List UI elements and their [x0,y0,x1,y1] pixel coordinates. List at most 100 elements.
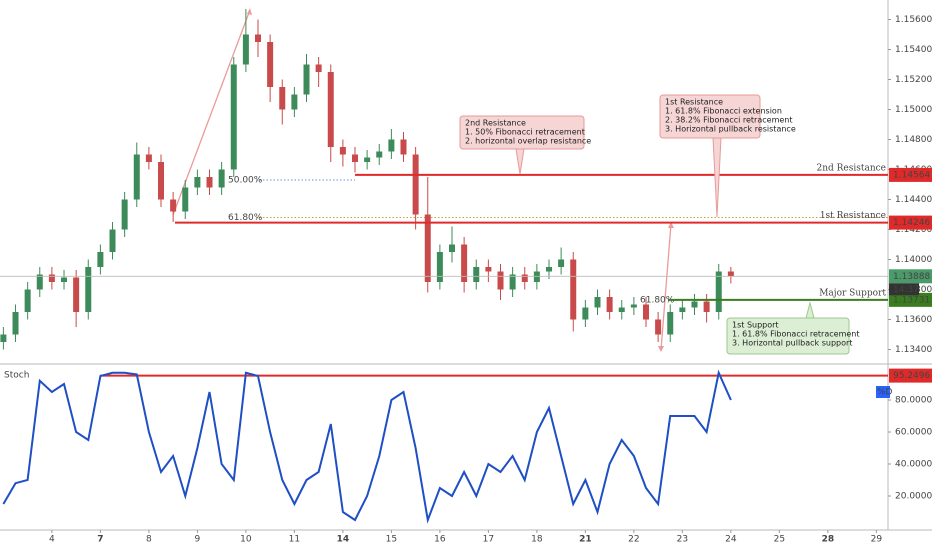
annotation-text: 1. 61.8% Fibonacci retracement [732,330,860,339]
candle-body [679,307,686,312]
fib-extension-leg [172,9,251,216]
annotation-text: 1st Support [732,321,779,330]
x-tick-label: 15 [386,535,397,545]
candle-body [170,199,177,212]
candle-body [255,34,262,42]
candle-body [61,277,68,282]
x-tick-label: 25 [774,535,785,545]
candle-body [473,267,480,282]
candle-body [449,244,456,252]
x-tick-label: 22 [628,535,639,545]
x-tick-label: 4 [49,535,55,545]
candle-body [206,177,213,188]
x-tick-label: 8 [146,535,152,545]
candle-body [0,334,7,342]
annotation-text: 3. Horizontal pullback support [732,339,852,348]
candle-body [303,64,310,95]
candle-body [12,312,19,335]
candle-body [618,307,625,312]
badge-box [876,386,890,398]
annotation-text: 1st Resistance [665,98,723,107]
level-price-box [889,292,932,307]
fib-label: 50.00% [228,176,263,186]
candle-body [594,297,601,308]
stoch-line [2,369,732,524]
last-price-box [889,269,932,284]
annotation-box [659,94,761,139]
level-price: 1.14246 [893,218,930,228]
y-tick-label: 1.15200 [895,75,932,85]
x-tick-label: 7 [97,535,103,545]
annotation-text: 2. horizontal overlap resistance [465,137,591,146]
candle-body [630,304,637,308]
candle-body [339,147,346,155]
candle-body [36,274,43,290]
annotation-box [459,115,585,150]
annotation-text: 2. 38.2% Fibonacci retracement [665,116,793,125]
level-price: 1.13731 [893,295,930,305]
candle-body [194,177,201,188]
level-price: 1.14564 [893,170,930,180]
level-price-box [889,167,932,182]
y-tick-label: 1.14000 [895,255,932,265]
candle-body [352,154,359,162]
candle-body [424,214,431,282]
candle-body [315,64,322,72]
candle-body [606,297,613,312]
y-tick-label: 1.13600 [895,315,932,325]
candle-body [582,307,589,320]
fib-extension-leg [660,223,672,351]
level-name: 2nd Resistance [816,163,886,173]
candle-body [485,267,492,272]
indicator-name: Stoch [4,371,29,381]
x-tick-label: 21 [579,535,592,545]
candle-body [279,87,286,110]
x-tick-label: 23 [677,535,688,545]
annotation-text: 2nd Resistance [465,119,526,128]
candle-body [545,267,552,272]
x-tick-label: 9 [195,535,201,545]
candle-body [400,139,407,155]
x-tick-label: 18 [531,535,543,545]
level-price-box [889,215,932,230]
candle-body [73,277,80,312]
candle-body [97,252,104,267]
candle-body [667,312,674,335]
x-tick-label: 24 [725,535,737,545]
y-tick-label: 1.14800 [895,135,932,145]
x-tick-label: 17 [483,535,494,545]
candle-body [642,304,649,320]
x-tick-label: 29 [871,535,883,545]
candle-body [267,42,274,87]
stoch-level-label: 95.2496 [893,371,930,381]
candle-body [218,169,225,188]
fib-label: 61.80% [640,296,675,306]
y-tick-label: 1.15400 [895,45,932,55]
candle-body [497,271,504,290]
annotation-text: 3. Horizontal pullback resistance [665,125,796,134]
fib-label: 61.80% [228,213,263,223]
candle-body [558,259,565,267]
countdown-box [889,283,919,296]
y-tick-label: 60.0000 [895,428,932,438]
candle-body [182,187,189,212]
candle-body [570,259,577,320]
candle-body [533,271,540,282]
annotation-text: 1. 61.8% Fibonacci extension [665,107,782,116]
candle-body [509,274,516,290]
y-tick-label: 40.0000 [895,460,932,470]
countdown: 14:37 [893,285,919,295]
candle-body [327,72,334,147]
x-tick-label: 11 [289,535,300,545]
y-tick-label: 1.14200 [895,225,932,235]
candle-body [291,94,298,110]
candle-body [727,271,734,276]
candle-body [85,267,92,312]
annotation-box [726,317,850,355]
y-tick-label: 1.15000 [895,105,932,115]
x-tick-label: 16 [434,535,446,545]
candle-body [691,301,698,308]
candle-body [158,162,165,200]
